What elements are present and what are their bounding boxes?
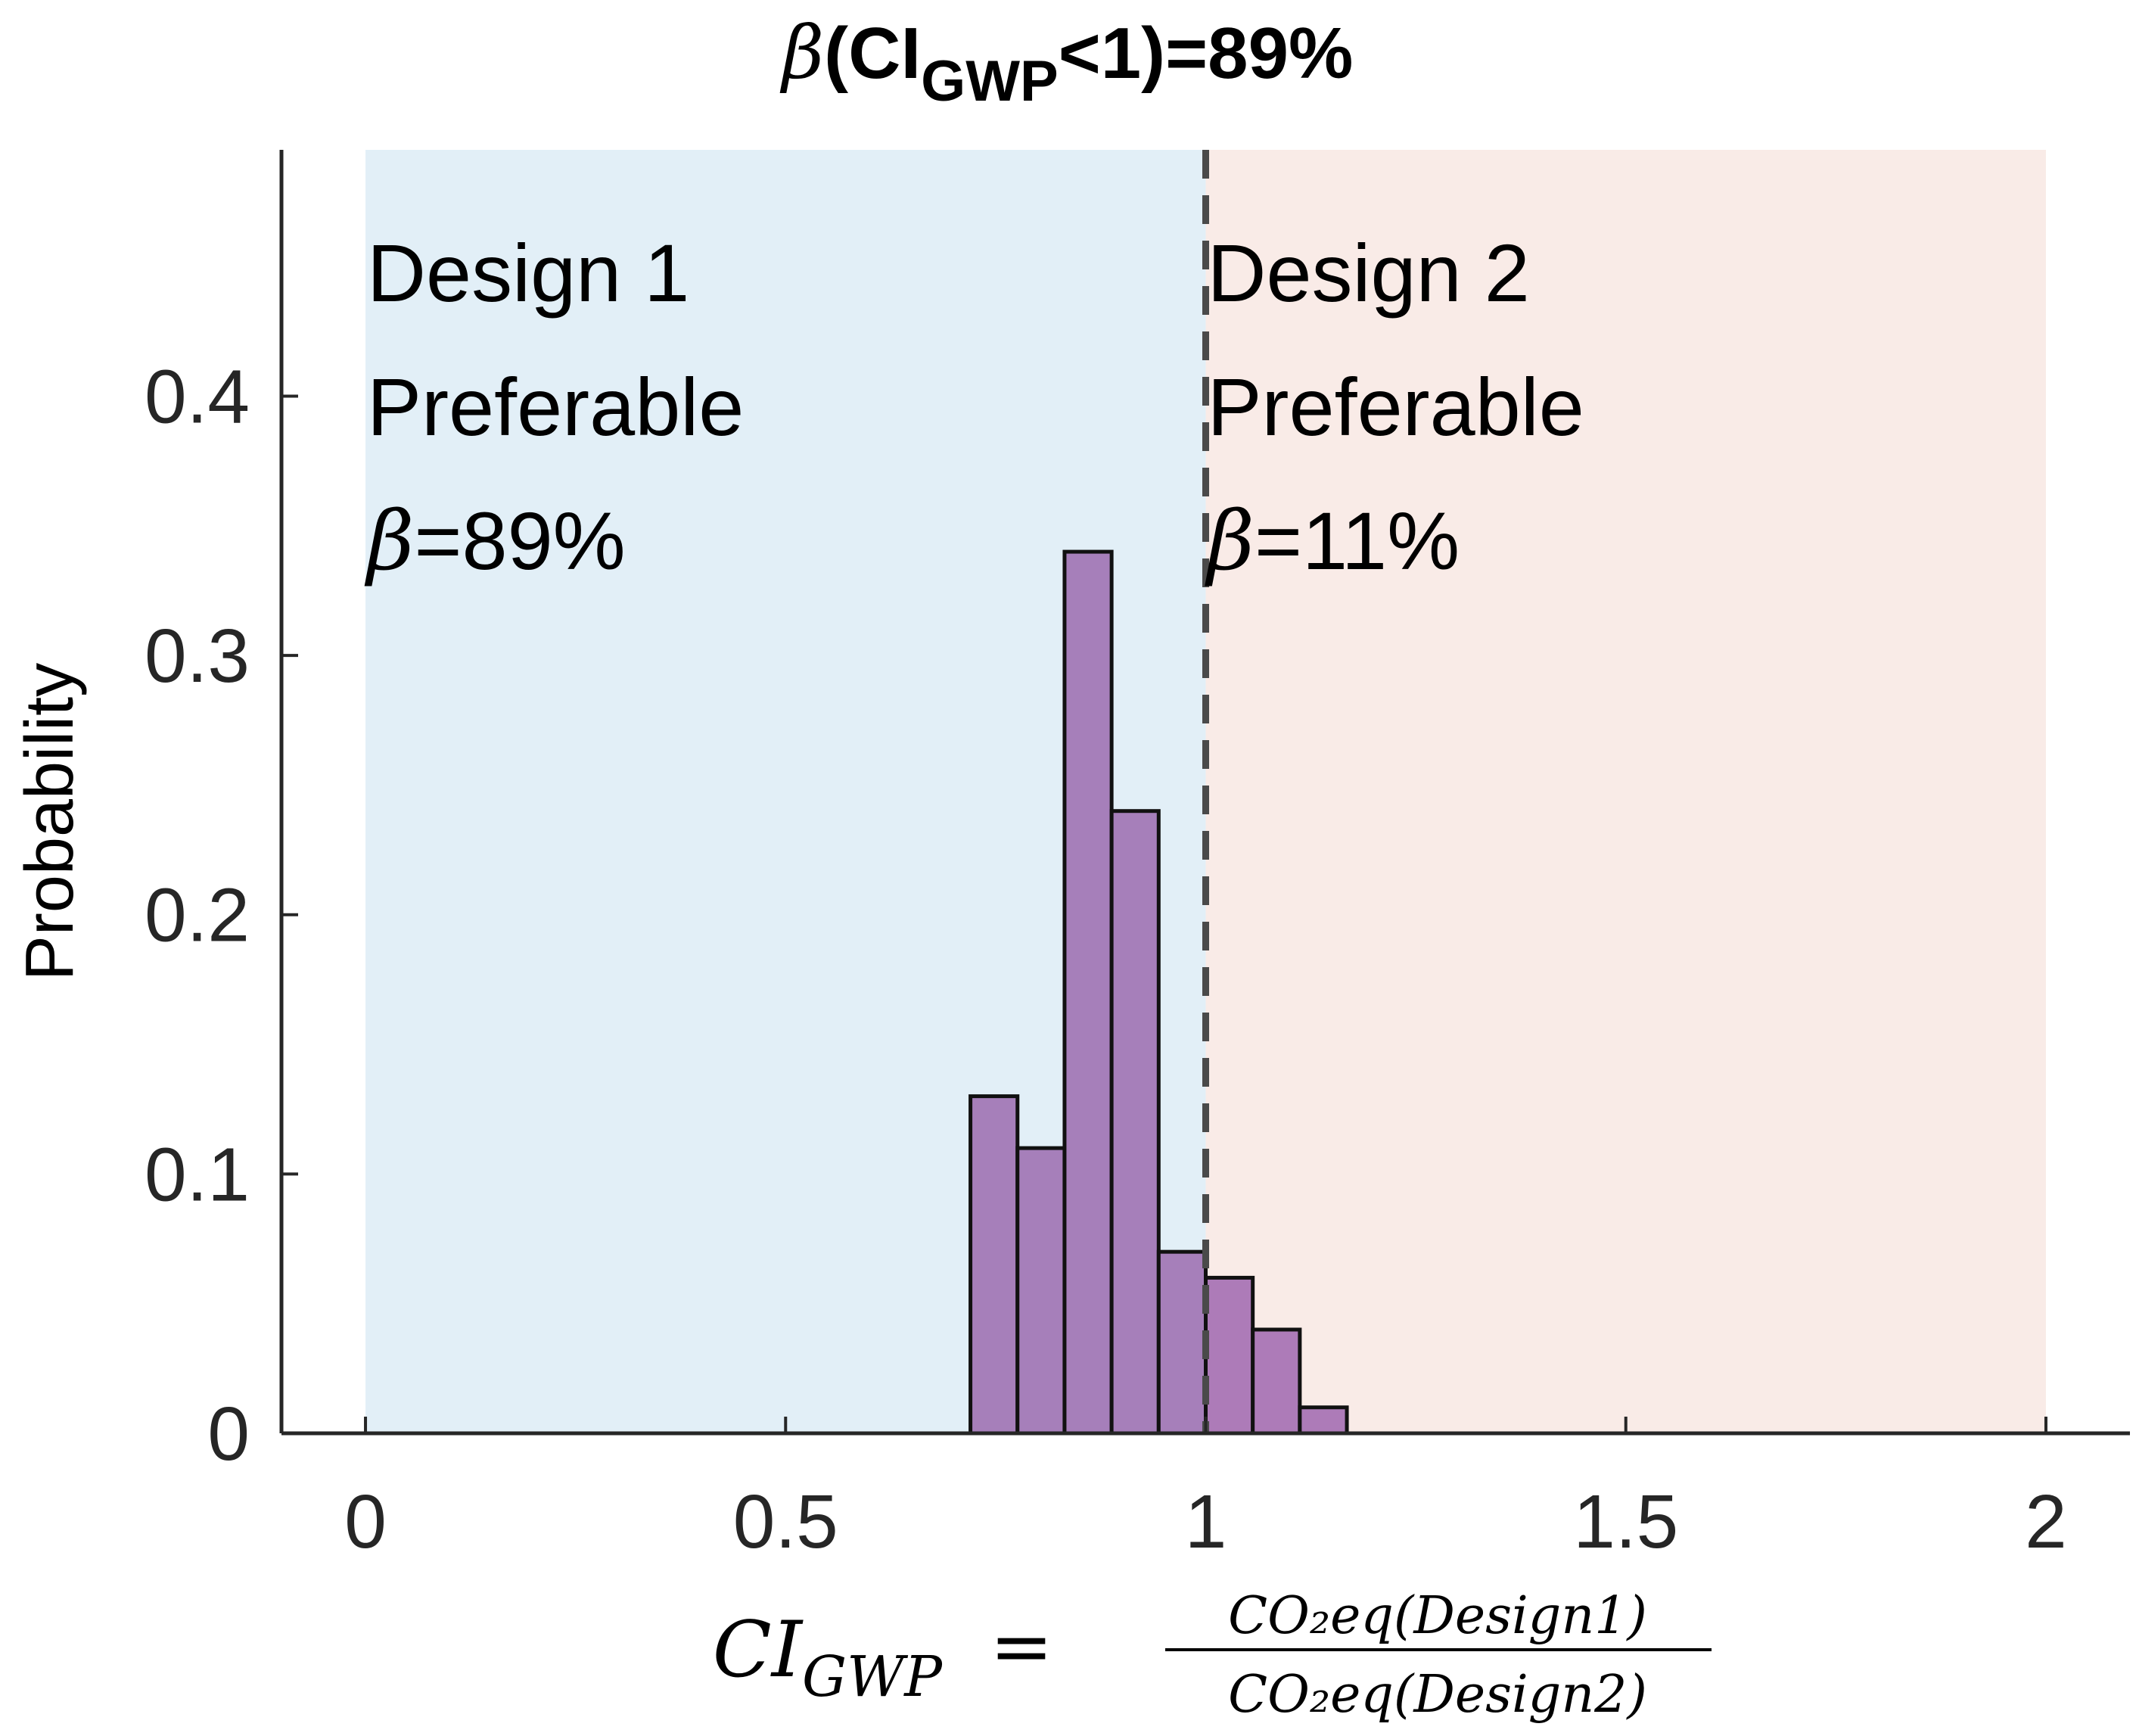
- x-tick-label: 2: [2025, 1479, 2067, 1564]
- x-ticks: 0 0.5 1 1.5 2: [344, 1417, 2067, 1564]
- title-suffix: <1)=89%: [1059, 13, 1354, 94]
- region-1-label-line-2: Preferable: [367, 361, 744, 453]
- region-1-beta-label: β=89%: [364, 494, 626, 589]
- histogram-bar: [1204, 1275, 1255, 1436]
- histogram-bar: [1109, 809, 1161, 1436]
- x-tick-label: 1: [1185, 1479, 1227, 1564]
- histogram-bar: [969, 1094, 1020, 1436]
- y-axis-label: Probability: [12, 663, 88, 981]
- y-tick-label: 0: [207, 1392, 250, 1476]
- y-tick-label: 0.3: [145, 614, 250, 698]
- svg-text:CIGWP: CIGWP: [713, 1605, 944, 1710]
- region-2-label-line-2: Preferable: [1208, 361, 1584, 453]
- region-labels: Design 1 Preferable β=89% Design 2 Preferabl…: [364, 227, 1584, 589]
- y-ticks: 0 0.1 0.2 0.3 0.4: [145, 354, 298, 1476]
- histogram-bar: [1298, 1405, 1349, 1436]
- region-2-label-line-1: Design 2: [1208, 227, 1530, 319]
- x-tick-label: 0: [344, 1479, 387, 1564]
- xlabel-lhs-sub: GWP: [802, 1644, 943, 1710]
- histogram-bar: [1251, 1327, 1302, 1436]
- histogram-bar: [1015, 1146, 1067, 1436]
- x-tick-label: 0.5: [733, 1479, 838, 1564]
- x-tick-label: 1.5: [1573, 1479, 1678, 1564]
- histogram-bar: [1062, 549, 1114, 1436]
- xlabel-lhs: CI: [713, 1605, 804, 1695]
- region-2-beta-label: β=11%: [1205, 494, 1460, 589]
- x-axis-label: CIGWP = CO₂eq(Design1) CO₂eq(Design2): [713, 1586, 1712, 1725]
- y-tick-label: 0.1: [145, 1132, 250, 1217]
- xlabel-numerator: CO₂eq(Design1): [1228, 1586, 1647, 1646]
- xlabel-equals: =: [990, 1602, 1053, 1691]
- title-beta: β: [780, 11, 825, 95]
- xlabel-denominator: CO₂eq(Design2): [1228, 1665, 1647, 1725]
- chart-title: β(CIGWP<1)=89%: [780, 11, 1354, 114]
- y-tick-label: 0.4: [145, 354, 250, 439]
- histogram-bar: [1156, 1249, 1208, 1436]
- title-main: (CI: [824, 13, 921, 94]
- title-sub: GWP: [921, 49, 1059, 114]
- region-1-label-line-1: Design 1: [367, 227, 689, 319]
- region-2: [1205, 150, 2046, 1433]
- histogram-bars: [969, 549, 1349, 1436]
- y-tick-label: 0.2: [145, 873, 250, 958]
